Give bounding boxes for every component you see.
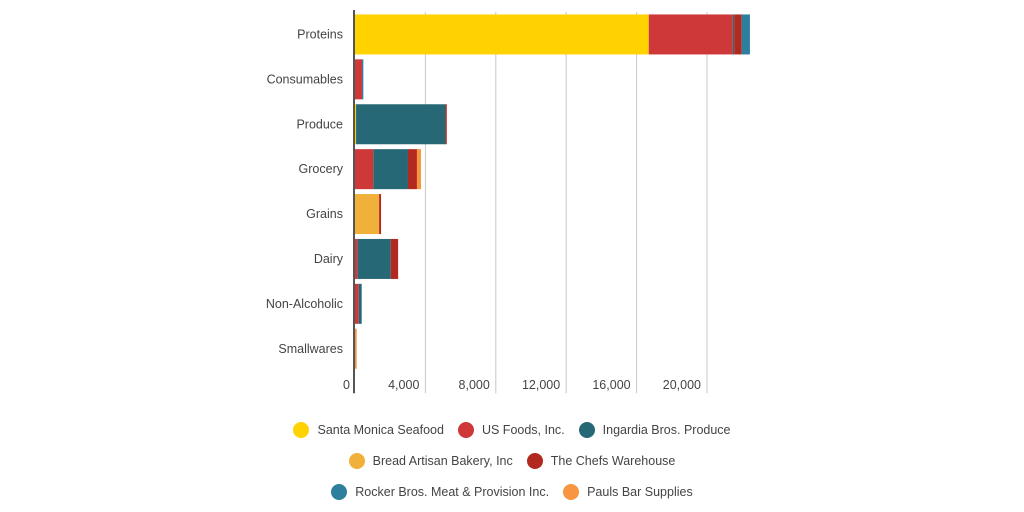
category-label: Proteins xyxy=(297,27,343,41)
legend-item[interactable]: Rocker Bros. Meat & Provision Inc. xyxy=(331,484,549,500)
legend-marker-icon xyxy=(457,422,474,438)
legend-marker-icon xyxy=(348,453,365,469)
bar-segment xyxy=(355,238,358,279)
bar-segment xyxy=(416,149,421,190)
bar-segment xyxy=(407,149,417,190)
bar-segment xyxy=(355,59,363,100)
category-label: Non-Alcoholic xyxy=(266,297,343,311)
legend-item[interactable]: Ingardia Bros. Produce xyxy=(578,422,731,438)
bar-segment xyxy=(362,59,364,100)
legend-label: US Foods, Inc. xyxy=(481,423,565,437)
legend-item[interactable]: Bread Artisan Bakery, Inc xyxy=(348,453,513,469)
x-tick-label: 20,000 xyxy=(663,378,701,392)
legend-row-3: Rocker Bros. Meat & Provision Inc. Pauls … xyxy=(0,484,1024,500)
legend-label: Ingardia Bros. Produce xyxy=(602,423,731,437)
legend-marker-icon xyxy=(331,484,348,500)
x-tick-label: 12,000 xyxy=(522,378,560,392)
stacked-bar-chart: 0 4,000 8,000 12,000 16,000 20,000 Proteins Con… xyxy=(266,10,750,394)
bar-segment xyxy=(355,104,357,145)
bar-segment xyxy=(355,328,357,369)
bar-segment xyxy=(373,149,408,190)
bar-segment xyxy=(355,14,649,55)
bar-segment xyxy=(732,14,735,55)
legend-row-2: Bread Artisan Bakery, Inc The Chefs Wareh… xyxy=(0,453,1024,469)
category-label: Smallwares xyxy=(278,342,343,356)
bar-segment xyxy=(356,104,446,145)
x-tick-label: 8,000 xyxy=(459,378,490,392)
bar-segment xyxy=(355,194,380,235)
bar-segment xyxy=(357,238,391,279)
bar-segment xyxy=(355,149,374,190)
bar-segment xyxy=(390,238,399,279)
legend-label: The Chefs Warehouse xyxy=(550,454,676,468)
legend-marker-icon xyxy=(578,422,595,438)
category-label: Consumables xyxy=(267,72,343,86)
category-label: Dairy xyxy=(314,252,344,266)
legend-marker-icon xyxy=(563,484,580,500)
x-tick-label: 16,000 xyxy=(592,378,630,392)
bar-segment xyxy=(355,283,359,324)
legend-label: Bread Artisan Bakery, Inc xyxy=(372,454,513,468)
legend-item[interactable]: Pauls Bar Supplies xyxy=(563,484,693,500)
bar-segment xyxy=(734,14,742,55)
bar-segment xyxy=(445,104,447,145)
legend-label: Pauls Bar Supplies xyxy=(587,485,693,499)
category-label: Grains xyxy=(306,207,343,221)
legend-row-1: Santa Monica Seafood US Foods, Inc. Ingard… xyxy=(0,422,1024,438)
legend-item[interactable]: US Foods, Inc. xyxy=(457,422,565,438)
legend-label: Santa Monica Seafood xyxy=(317,423,444,437)
bar-segment xyxy=(648,14,733,55)
x-tick-label: 4,000 xyxy=(388,378,419,392)
legend-label: Rocker Bros. Meat & Provision Inc. xyxy=(355,485,550,499)
legend-marker-icon xyxy=(526,453,543,469)
bar-segment xyxy=(741,14,750,55)
legend-marker-icon xyxy=(293,422,310,438)
bar-segment xyxy=(379,194,382,235)
x-tick-label: 0 xyxy=(343,378,350,392)
legend-item[interactable]: Santa Monica Seafood xyxy=(293,422,444,438)
legend-item[interactable]: The Chefs Warehouse xyxy=(526,453,676,469)
bar-segment xyxy=(358,283,362,324)
category-label: Grocery xyxy=(299,162,344,176)
category-label: Produce xyxy=(296,117,343,131)
